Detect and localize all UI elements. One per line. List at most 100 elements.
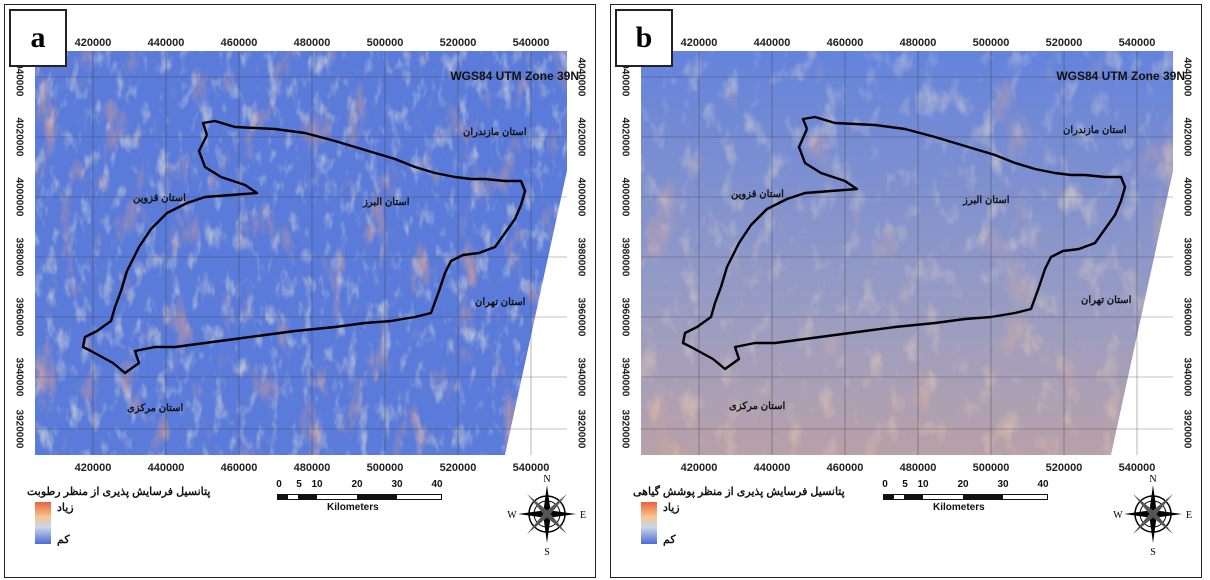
x-tick-label: 440000 [753,37,791,49]
province-label-qazvin: استان قزوین [731,189,784,200]
crs-label: WGS84 UTM Zone 39N [1056,69,1185,83]
legend-title: پتانسیل فرسایش پذیری از منظر رطوبت [27,486,211,498]
y-tick-label: 3960000 [1181,297,1193,337]
y-tick-label: 3980000 [619,237,631,277]
x-tick-label: 500000 [366,37,404,49]
x-tick-label: 520000 [1045,462,1083,474]
study-area-boundary [81,119,527,375]
raster-map [641,51,1173,455]
province-label-qazvin: استان قزوین [133,193,186,204]
compass-w: W [507,510,517,521]
y-tick-label: 3980000 [13,237,25,277]
x-tick-label: 520000 [439,37,477,49]
scale-tick: 30 [997,479,1009,490]
compass-e: E [1186,510,1192,521]
panel-label: a [9,9,67,67]
province-label-alborz: استان البرز [363,197,410,208]
y-tick-label: 3960000 [13,297,25,337]
y-tick-label: 4020000 [619,117,631,157]
province-label-mazandaran: استان مازندران [1063,125,1127,136]
graticule [641,51,1173,455]
scale-tick: 40 [431,479,443,490]
x-tick-label: 500000 [366,462,404,474]
x-tick-label: 480000 [293,37,331,49]
x-tick-label: 460000 [220,462,258,474]
compass-s: S [1150,547,1156,557]
compass-n: N [1149,474,1156,485]
scale-bar-ticks: 0 5 10 20 30 40 [276,479,447,493]
scale-tick: 5 [902,479,908,490]
legend-low-label: کم [57,534,70,546]
scale-bar [277,494,442,500]
y-tick-label: 4000000 [1181,177,1193,217]
compass-n: N [543,474,550,485]
legend-color-ramp [35,502,51,544]
legend-title: پتانسیل فرسایش پذیری از منظر پوشش گیاهی [633,486,845,498]
y-tick-label: 3920000 [13,409,25,449]
y-tick-label: 4020000 [13,117,25,157]
raster-map [35,51,567,455]
y-tick-label: 3940000 [575,357,587,397]
province-label-markazi: استان مرکزی [127,403,184,414]
x-tick-label: 540000 [1118,462,1156,474]
map-panel-b: b 420000 440000 460000 480000 500000 520… [610,4,1202,578]
y-tick-label: 3940000 [1181,357,1193,397]
compass-e: E [580,510,586,521]
scale-tick: 10 [311,479,323,490]
scale-tick: 40 [1037,479,1049,490]
x-tick-label: 500000 [972,462,1010,474]
y-tick-label: 4020000 [575,117,587,157]
scale-tick: 20 [957,479,969,490]
y-tick-label: 4000000 [13,177,25,217]
x-tick-label: 480000 [899,37,937,49]
legend-high-label: زیاد [57,502,74,514]
scale-tick: 0 [276,479,282,490]
x-tick-label: 520000 [1045,37,1083,49]
scale-tick: 5 [296,479,302,490]
panel-label: b [615,9,673,67]
scale-bar [883,494,1048,500]
y-tick-label: 3940000 [13,357,25,397]
scale-unit-label: Kilometers [327,502,379,513]
y-tick-label: 4020000 [1181,117,1193,157]
y-tick-label: 3980000 [1181,237,1193,277]
y-tick-label: 3920000 [619,409,631,449]
south-tone-overlay [641,51,1173,455]
x-tick-label: 540000 [1118,37,1156,49]
x-tick-label: 440000 [147,462,185,474]
graticule [35,51,567,455]
compass-w: W [1113,510,1123,521]
x-tick-label: 540000 [512,462,550,474]
x-tick-label: 480000 [899,462,937,474]
north-arrow-compass-icon: N S E W [507,474,586,557]
x-tick-label: 500000 [972,37,1010,49]
x-tick-label: 440000 [147,37,185,49]
x-tick-label: 460000 [826,462,864,474]
nodata-area [505,171,567,455]
scale-tick: 10 [917,479,929,490]
x-tick-label: 540000 [512,37,550,49]
province-label-markazi: استان مرکزی [729,401,786,412]
province-label-mazandaran: استان مازندران [463,127,527,138]
study-area-boundary [681,115,1127,371]
province-label-alborz: استان البرز [963,195,1010,206]
x-tick-label: 480000 [293,462,331,474]
x-tick-label: 420000 [680,462,718,474]
y-tick-label: 3920000 [1181,409,1193,449]
map-panel-a: a 420000 440000 460000 480000 500000 520… [4,4,596,578]
scale-bar-ticks: 0 5 10 20 30 40 [882,479,1053,493]
x-tick-label: 460000 [826,37,864,49]
scale-unit-label: Kilometers [933,502,985,513]
y-tick-label: 4000000 [575,177,587,217]
x-tick-label: 420000 [74,37,112,49]
y-tick-label: 3960000 [575,297,587,337]
y-tick-label: 3980000 [575,237,587,277]
province-label-tehran: استان تهران [475,297,526,308]
x-tick-label: 440000 [753,462,791,474]
legend-low-label: کم [663,534,676,546]
province-label-tehran: استان تهران [1081,295,1132,306]
x-tick-label: 520000 [439,462,477,474]
scale-tick: 0 [882,479,888,490]
compass-s: S [544,547,550,557]
y-tick-label: 3940000 [619,357,631,397]
